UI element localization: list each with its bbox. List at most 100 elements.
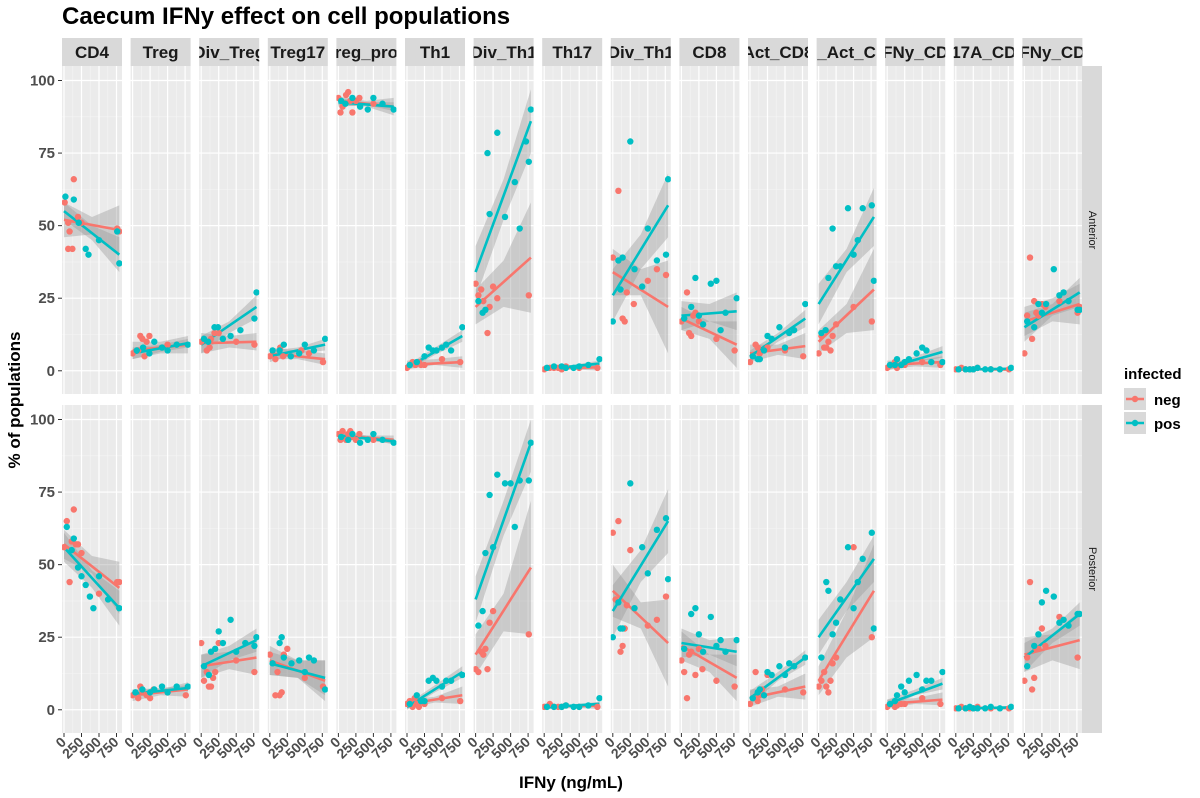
series-group	[748, 300, 808, 366]
data-point-pos	[507, 480, 514, 487]
data-point-pos	[321, 686, 328, 693]
panel-background	[885, 66, 946, 394]
strip-label: Th1	[420, 43, 450, 62]
strip-label: Treg	[143, 43, 179, 62]
data-point-pos	[151, 686, 158, 693]
data-point-pos	[212, 645, 219, 653]
data-point-pos	[227, 616, 234, 623]
data-point-pos	[390, 439, 397, 446]
data-point-pos	[681, 315, 688, 322]
y-tick-label: 100	[30, 73, 55, 90]
data-point-pos	[576, 703, 583, 711]
data-point-pos	[1023, 318, 1031, 325]
data-point-neg	[267, 651, 273, 658]
data-point-pos	[70, 535, 78, 542]
data-point-pos	[749, 353, 756, 360]
panel-background	[336, 405, 397, 733]
strip-Act_CD8	[748, 38, 808, 66]
data-point-pos	[78, 573, 85, 580]
data-point-neg	[279, 353, 287, 360]
data-point-pos	[342, 100, 349, 107]
data-point-neg	[594, 703, 601, 711]
data-point-neg	[627, 546, 634, 554]
panel-Anterior-Treg	[130, 66, 191, 394]
series-group	[62, 506, 122, 626]
panel-background	[885, 405, 946, 733]
data-point-pos	[850, 251, 857, 258]
chart-title: Caecum IFNy effect on cell populations	[62, 3, 510, 30]
data-point-neg	[594, 364, 601, 372]
data-point-pos	[1076, 306, 1083, 314]
data-point-pos	[438, 683, 446, 690]
series-group	[336, 88, 397, 116]
strip-label: CD4	[75, 43, 110, 62]
data-point-neg	[1028, 686, 1036, 693]
legend-key-point	[1131, 395, 1139, 403]
data-point-pos	[631, 265, 638, 273]
data-point-pos	[891, 697, 899, 705]
data-point-pos	[982, 705, 989, 712]
data-point-pos	[822, 326, 829, 334]
data-point-neg	[823, 683, 830, 690]
data-point-pos	[516, 477, 523, 484]
data-point-neg	[754, 344, 761, 351]
data-point-pos	[459, 324, 465, 331]
data-point-neg	[692, 671, 699, 679]
data-point-pos	[1042, 587, 1050, 594]
data-point-pos	[681, 645, 688, 653]
strip-Treg	[130, 38, 191, 66]
data-point-neg	[415, 703, 423, 711]
x-tick-label: 750	[986, 734, 1014, 762]
data-point-pos	[433, 677, 440, 684]
data-point-pos	[776, 324, 783, 331]
strip-label: Treg17	[270, 43, 325, 62]
panel-background	[542, 66, 603, 394]
data-point-neg	[215, 329, 222, 337]
data-point-pos	[63, 523, 70, 531]
data-point-neg	[644, 622, 651, 629]
data-point-neg	[699, 665, 706, 673]
series-group	[542, 694, 603, 711]
data-point-pos	[781, 344, 789, 351]
data-point-pos	[1060, 289, 1067, 296]
data-point-pos	[664, 176, 671, 183]
data-point-pos	[215, 628, 222, 635]
data-point-pos	[486, 491, 493, 499]
data-point-pos	[844, 544, 852, 551]
data-point-pos	[699, 648, 707, 655]
data-point-pos	[288, 660, 295, 667]
data-point-pos	[116, 604, 122, 612]
fit-line-neg	[611, 589, 669, 644]
legend-label-pos: pos	[1154, 416, 1181, 433]
y-tick-label: 0	[47, 363, 55, 380]
y-tick-label: 50	[38, 218, 55, 235]
data-point-neg	[278, 689, 285, 696]
data-point-neg	[937, 700, 944, 708]
data-point-pos	[639, 544, 646, 551]
panel-Anterior-Act_CD8	[748, 66, 808, 394]
strip-label: Div_Th1	[471, 43, 537, 62]
data-point-pos	[955, 366, 962, 373]
data-point-neg	[688, 332, 695, 340]
data-point-pos	[756, 686, 763, 693]
y-axis: 0 25 50 75 100 0 25 50 75 100	[30, 73, 62, 719]
data-point-pos	[251, 642, 258, 650]
data-point-pos	[114, 228, 121, 235]
data-point-pos	[644, 570, 651, 577]
data-point-pos	[200, 663, 208, 670]
data-point-pos	[70, 196, 78, 203]
panel-Anterior-IFNy_CD4	[885, 66, 946, 394]
data-point-pos	[837, 596, 844, 603]
data-point-neg	[116, 578, 122, 586]
data-point-neg	[1023, 312, 1031, 319]
series-group	[199, 616, 260, 690]
data-point-neg	[457, 697, 464, 705]
data-point-pos	[1007, 364, 1014, 372]
data-point-neg	[482, 645, 489, 653]
data-point-neg	[752, 668, 759, 676]
data-point-neg	[868, 634, 875, 641]
data-point-neg	[621, 318, 628, 325]
data-point-pos	[413, 358, 420, 366]
data-point-pos	[356, 439, 364, 446]
x-tick-label: 750	[1054, 734, 1082, 762]
